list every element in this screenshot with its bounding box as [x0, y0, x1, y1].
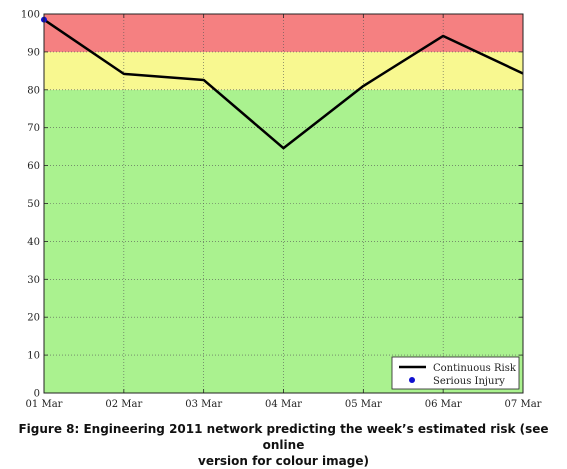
caption-line-1: Figure 8: Engineering 2011 network predi…: [18, 422, 549, 452]
x-tick-label: 07 Mar: [505, 399, 542, 410]
y-tick-label: 30: [27, 275, 40, 286]
legend-label-serious-injury: Serious Injury: [433, 376, 505, 387]
x-tick-label: 03 Mar: [185, 399, 222, 410]
legend-dot-swatch: [409, 377, 415, 383]
y-tick-label: 0: [34, 389, 40, 400]
y-tick-label: 70: [27, 123, 40, 134]
legend: Continuous Risk Serious Injury: [391, 356, 520, 390]
risk-chart: 0 10 20 30 40 50 60 70 80 90 100 01 Mar 02 Mar 03 Mar…: [21, 10, 542, 411]
y-tick-label: 40: [27, 237, 40, 248]
continuous-risk-line: [43, 18, 524, 150]
legend-box: [391, 356, 520, 390]
axis-ticks: 0 10 20 30 40 50 60 70 80 90 100 01 Mar 02 Mar 03 Mar…: [21, 10, 542, 411]
y-tick-label: 10: [27, 351, 40, 362]
x-tick-label: 01 Mar: [26, 399, 63, 410]
x-tick-label: 02 Mar: [105, 399, 142, 410]
y-tick-label: 20: [27, 313, 40, 324]
grid-lines: [44, 14, 523, 393]
legend-label-continuous-risk: Continuous Risk: [433, 363, 517, 374]
y-tick-label: 50: [27, 199, 40, 210]
y-tick-label: 60: [27, 161, 40, 172]
risk-band-1: [44, 51, 523, 90]
x-tick-label: 04 Mar: [265, 399, 302, 410]
y-tick-label: 90: [27, 47, 40, 58]
y-tick-label: 80: [27, 85, 40, 96]
x-tick-label: 06 Mar: [425, 399, 462, 410]
y-tick-label: 100: [21, 10, 40, 21]
x-tick-label: 05 Mar: [345, 399, 382, 410]
caption-line-2: version for colour image): [198, 454, 369, 468]
figure-caption: Figure 8: Engineering 2011 network predi…: [0, 421, 567, 469]
